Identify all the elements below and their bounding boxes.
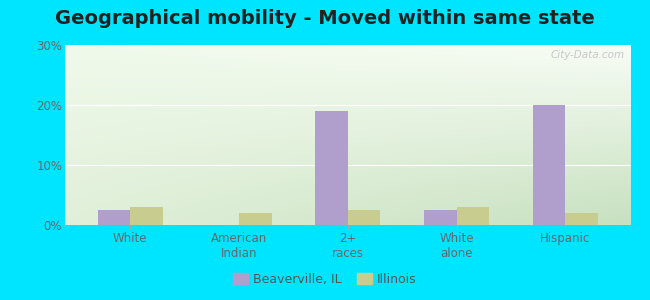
Bar bbox=[566, 213, 598, 225]
Bar bbox=[239, 213, 272, 225]
Text: Geographical mobility - Moved within same state: Geographical mobility - Moved within sam… bbox=[55, 9, 595, 28]
Bar bbox=[315, 111, 348, 225]
Bar bbox=[98, 210, 130, 225]
Bar bbox=[456, 207, 489, 225]
Bar bbox=[532, 105, 566, 225]
Bar bbox=[348, 210, 380, 225]
Bar bbox=[130, 207, 163, 225]
Bar bbox=[424, 210, 456, 225]
Legend: Beaverville, IL, Illinois: Beaverville, IL, Illinois bbox=[228, 268, 422, 291]
Text: City-Data.com: City-Data.com bbox=[551, 50, 625, 60]
